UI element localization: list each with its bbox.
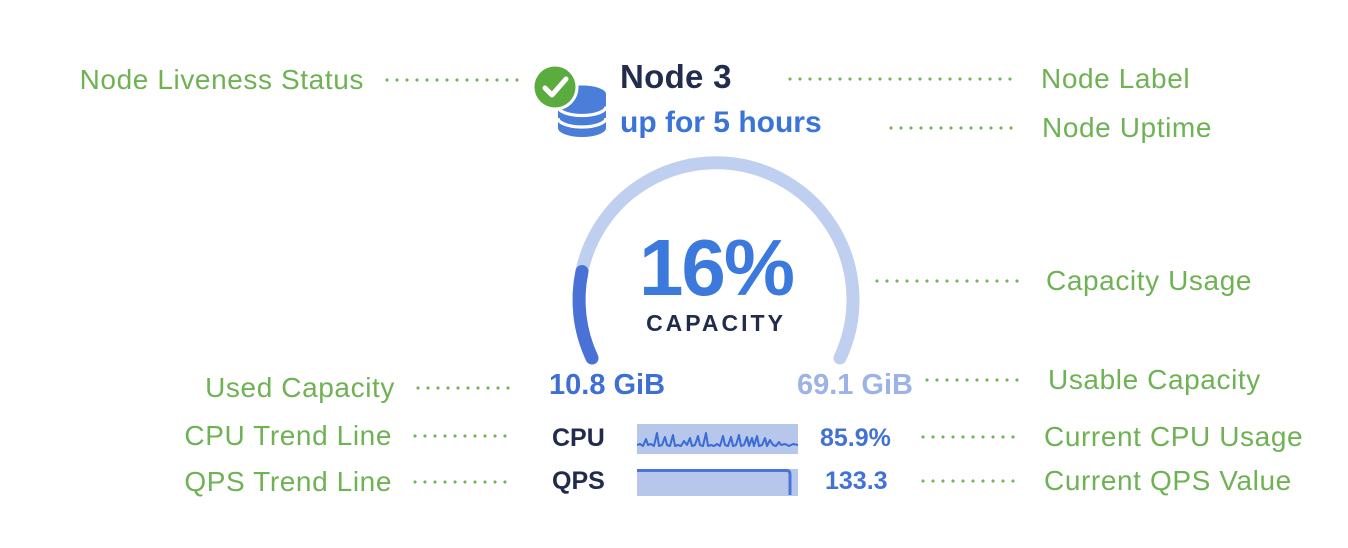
annotation-label: Node Liveness Status <box>79 64 364 95</box>
annotation-label: Node Uptime <box>1042 112 1213 143</box>
qps-current-value: 133.3 <box>825 467 888 495</box>
node-uptime: up for 5 hours <box>620 106 822 139</box>
annotation-label: QPS Trend Line <box>184 466 392 497</box>
annotation-label: Current QPS Value <box>1044 465 1292 496</box>
annotation-label: Usable Capacity <box>1048 364 1261 395</box>
leader-line <box>382 78 522 82</box>
annotation-used-capacity: Used Capacity <box>30 371 515 405</box>
capacity-usage-percent: 16% <box>638 223 795 312</box>
annotation-label: Capacity Usage <box>1046 265 1253 296</box>
annotation-node-label: Node Label <box>785 62 1190 96</box>
gauge-fill-arc <box>572 265 599 365</box>
capacity-gauge <box>572 156 860 365</box>
leader-line <box>785 77 1015 81</box>
leader-line <box>413 386 515 390</box>
node-label: Node 3 <box>620 58 732 95</box>
leader-line <box>886 126 1016 130</box>
annotation-current-qps-value: Current QPS Value <box>918 464 1292 498</box>
leader-line <box>922 378 1022 382</box>
annotation-usable-capacity: Usable Capacity <box>922 363 1261 397</box>
annotation-label: CPU Trend Line <box>184 420 392 451</box>
qps-metric-label: QPS <box>552 467 605 495</box>
annotation-label: Current CPU Usage <box>1044 421 1304 452</box>
leader-line <box>872 279 1020 283</box>
cpu-sparkline <box>637 424 798 454</box>
annotation-label: Node Label <box>1041 63 1191 94</box>
annotation-capacity-usage: Capacity Usage <box>872 264 1252 298</box>
cpu-current-value: 85.9% <box>820 424 891 452</box>
cpu-metric-label: CPU <box>552 424 605 452</box>
annotation-node-uptime: Node Uptime <box>886 111 1212 145</box>
leader-line <box>918 479 1018 483</box>
annotation-qps-trend-line: QPS Trend Line <box>30 465 508 499</box>
gauge-caption: CAPACITY <box>646 310 786 336</box>
usable-capacity-value: 69.1 GiB <box>796 369 913 401</box>
qps-sparkline <box>637 469 798 496</box>
leader-line <box>918 435 1018 439</box>
annotation-current-cpu-usage: Current CPU Usage <box>918 420 1303 454</box>
annotation-cpu-trend-line: CPU Trend Line <box>30 419 508 453</box>
leader-line <box>410 434 508 438</box>
leader-line <box>410 480 508 484</box>
liveness-check-icon <box>531 63 579 111</box>
annotation-node-liveness-status: Node Liveness Status <box>30 63 522 97</box>
used-capacity-value: 10.8 GiB <box>549 369 666 401</box>
annotation-label: Used Capacity <box>205 372 395 403</box>
